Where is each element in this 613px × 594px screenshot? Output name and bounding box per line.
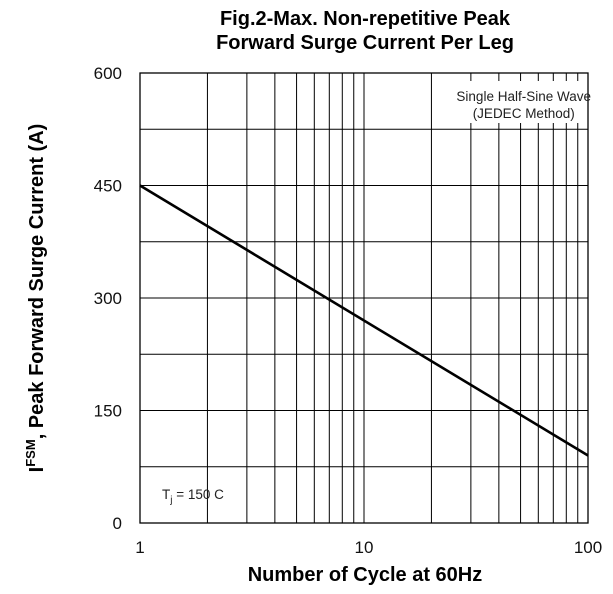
chart-title-line-1: Fig.2-Max. Non-repetitive Peak <box>219 8 511 30</box>
annotation-method: (JEDEC Method) <box>473 106 575 121</box>
annotation-wave-type: Single Half-Sine Wave <box>456 89 591 104</box>
y-axis-label-rest: , Peak Forward Surge Current (A) <box>25 123 48 440</box>
annotation-tj-main: T <box>162 487 170 502</box>
plot-frame <box>139 72 589 524</box>
y-tick-label: 150 <box>94 402 122 421</box>
y-tick-label: 450 <box>94 177 122 196</box>
x-tick-label: 10 <box>355 538 374 557</box>
y-axis-label: IFSM, Peak Forward Surge Current (A) <box>23 124 49 473</box>
y-axis-label-sup: FSM <box>23 439 39 467</box>
x-tick-label: 1 <box>135 538 144 557</box>
y-tick-label: 600 <box>94 64 122 83</box>
series-line <box>139 184 589 457</box>
annotation-box-bg <box>451 81 580 123</box>
y-tick-label: 0 <box>113 514 122 533</box>
annotation-junction-temp: Tj = 150 C <box>162 487 224 506</box>
x-axis-label: Number of Cycle at 60Hz <box>247 564 483 586</box>
y-tick-label: 300 <box>94 289 122 308</box>
chart-title-line-2: Forward Surge Current Per Leg <box>216 32 514 54</box>
annotation-tj-sub: j <box>169 495 172 506</box>
y-axis-label-main: I <box>25 466 48 473</box>
annotation-tj-value: = 150 C <box>172 487 224 502</box>
x-tick-label: 100 <box>574 538 602 557</box>
